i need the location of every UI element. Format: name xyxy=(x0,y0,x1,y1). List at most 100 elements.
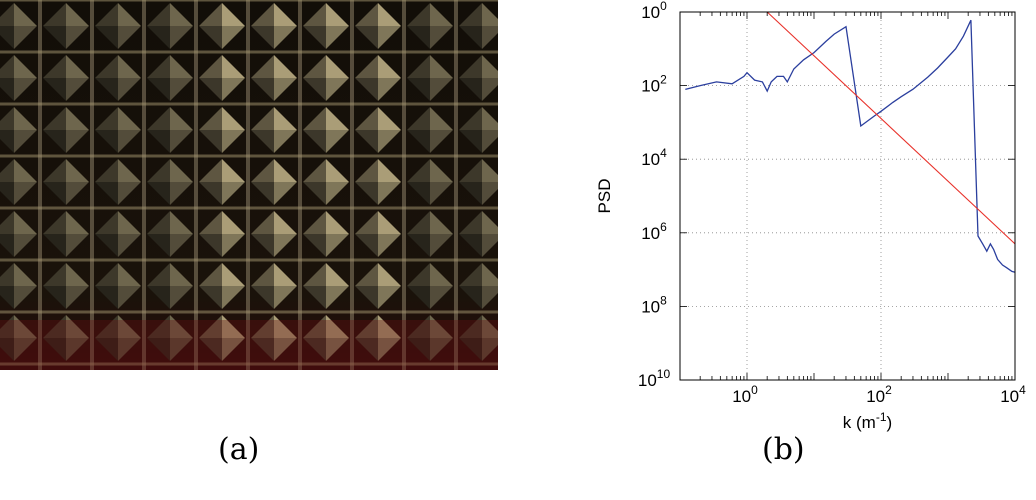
pyramid-tile xyxy=(0,315,37,361)
pyramid-tile xyxy=(303,159,349,205)
photo-floor-tint xyxy=(0,320,498,370)
pyramid-tile xyxy=(199,263,245,309)
pyramid-tile xyxy=(199,55,245,101)
frame-rail-horizontal xyxy=(0,258,498,262)
pyramid-tile xyxy=(43,211,89,257)
pyramid-tile xyxy=(303,3,349,49)
pyramid-tile xyxy=(355,107,401,153)
pyramid-tile xyxy=(459,3,498,49)
pyramid-tile xyxy=(407,55,453,101)
pyramid-tile xyxy=(95,315,141,361)
y-tick-label: 100 xyxy=(641,0,667,22)
pyramid-tile xyxy=(355,315,401,361)
frame-rail-horizontal xyxy=(0,362,498,366)
y-tick-label: 106 xyxy=(641,220,667,243)
frame-rail-vertical xyxy=(194,0,198,370)
pyramid-tile xyxy=(303,107,349,153)
pyramid-tile xyxy=(147,263,193,309)
pyramid-tile xyxy=(459,263,498,309)
x-axis-label: k (m-1) xyxy=(843,410,892,432)
pyramid-tile xyxy=(355,55,401,101)
pyramid-tile xyxy=(407,3,453,49)
pyramid-tile xyxy=(303,263,349,309)
y-tick-label: 104 xyxy=(641,146,667,169)
caption-a: (a) xyxy=(218,432,260,467)
pyramid-tile xyxy=(303,55,349,101)
frame-rail-vertical xyxy=(454,0,458,370)
pyramid-tile xyxy=(0,159,37,205)
pyramid-tile xyxy=(355,159,401,205)
frame-rail-horizontal xyxy=(0,206,498,210)
pyramid-tile xyxy=(147,3,193,49)
pyramid-tile xyxy=(199,315,245,361)
pyramid-tile xyxy=(407,107,453,153)
frame-rail-vertical xyxy=(90,0,94,370)
frame-rail-vertical xyxy=(350,0,354,370)
pyramid-tile xyxy=(407,159,453,205)
x-tick-label: 104 xyxy=(1000,383,1026,406)
psd-series-line xyxy=(685,19,1016,273)
pyramid-tile xyxy=(355,3,401,49)
pyramid-tile xyxy=(251,3,297,49)
pyramid-tile xyxy=(459,315,498,361)
pyramid-tile xyxy=(43,315,89,361)
pyramid-tile xyxy=(43,3,89,49)
frame-rail-horizontal xyxy=(0,50,498,54)
frame-rail-horizontal xyxy=(0,102,498,106)
pyramid-tile xyxy=(0,263,37,309)
y-tick-label: 1010 xyxy=(638,367,671,390)
tiled-wall-photo xyxy=(0,0,498,370)
chart-panel-b: 100 102 104 100 102 104 106 108 1010 k (m-1) PSD xyxy=(520,0,1036,432)
pyramid-tile xyxy=(355,263,401,309)
pyramid-tile xyxy=(459,159,498,205)
frame-rail-vertical xyxy=(402,0,406,370)
pyramid-tile xyxy=(251,263,297,309)
pyramid-tile xyxy=(0,107,37,153)
pyramid-tile xyxy=(43,263,89,309)
plot-frame xyxy=(679,11,1016,381)
pyramid-tile xyxy=(199,211,245,257)
pyramid-tile xyxy=(147,55,193,101)
pyramid-tile xyxy=(147,315,193,361)
pyramid-tile xyxy=(459,211,498,257)
pyramid-tile xyxy=(147,211,193,257)
pyramid-tile xyxy=(95,55,141,101)
pyramid-tile xyxy=(251,211,297,257)
pyramid-tile xyxy=(95,107,141,153)
pyramid-tile xyxy=(0,211,37,257)
pyramid-tile xyxy=(407,315,453,361)
y-tick-label: 108 xyxy=(641,293,667,316)
pyramid-tile xyxy=(95,3,141,49)
frame-rail-horizontal xyxy=(0,154,498,158)
pyramid-tile xyxy=(251,55,297,101)
pyramid-tile xyxy=(251,315,297,361)
photo-panel-a xyxy=(0,0,498,370)
psd-chart: 100 102 104 100 102 104 106 108 1010 k (m-1) PSD xyxy=(595,0,1026,432)
frame-rail-horizontal xyxy=(0,310,498,314)
frame-rail-horizontal xyxy=(0,0,498,2)
x-tick-label: 102 xyxy=(866,383,892,406)
pyramid-tile xyxy=(95,211,141,257)
pyramid-tile xyxy=(303,211,349,257)
pyramid-tile xyxy=(459,107,498,153)
pyramid-tile xyxy=(199,107,245,153)
pyramid-tile xyxy=(0,3,37,49)
pyramid-tile xyxy=(43,159,89,205)
pyramid-tile xyxy=(251,107,297,153)
pyramid-tile xyxy=(303,315,349,361)
frame-rail-vertical xyxy=(38,0,42,370)
pyramid-tile xyxy=(147,107,193,153)
power-law-fit-line xyxy=(766,11,1016,245)
pyramid-tile xyxy=(199,3,245,49)
frame-rail-vertical xyxy=(246,0,250,370)
pyramid-tile xyxy=(407,211,453,257)
pyramid-tile xyxy=(199,159,245,205)
y-tick-label: 102 xyxy=(641,73,667,96)
pyramid-tile xyxy=(43,107,89,153)
frame-rail-vertical xyxy=(298,0,302,370)
pyramid-tile xyxy=(147,159,193,205)
pyramid-tile xyxy=(95,263,141,309)
frame-rail-vertical xyxy=(142,0,146,370)
y-axis-label: PSD xyxy=(595,179,614,214)
pyramid-tile xyxy=(95,159,141,205)
